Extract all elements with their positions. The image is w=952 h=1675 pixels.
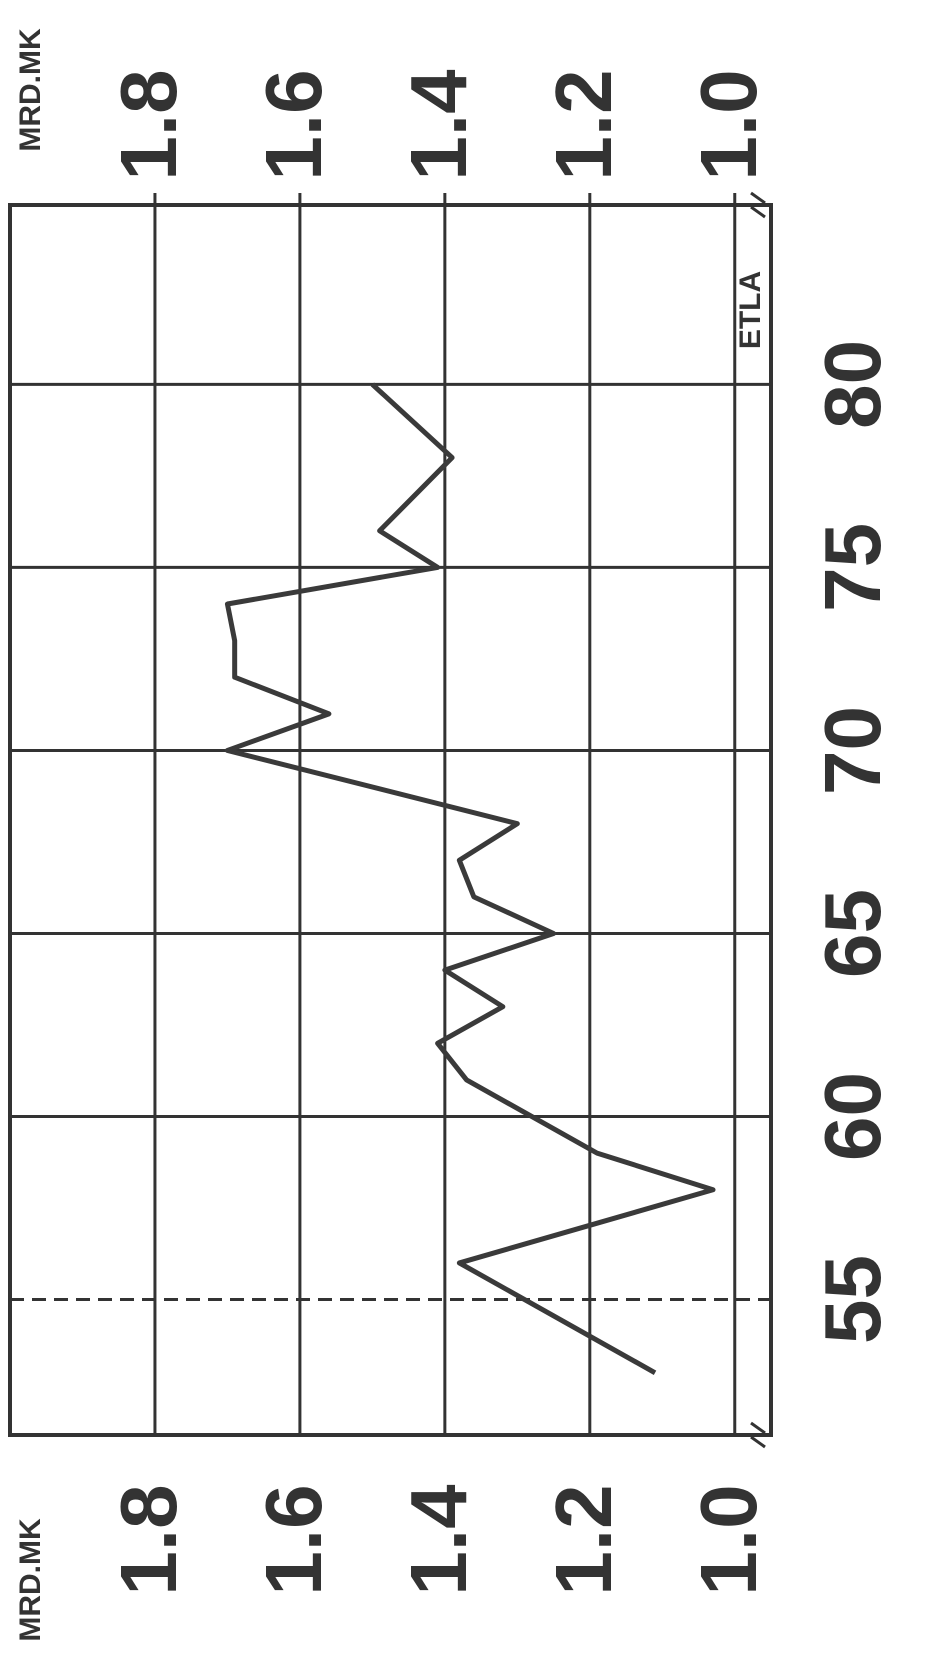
axis-break (750, 1421, 766, 1449)
x-tick-label: 75 (808, 523, 897, 612)
y-tick-label: 1.8 (104, 1484, 193, 1595)
y2-tick-label: 1.0 (684, 69, 773, 180)
y2-tick-label: 1.8 (104, 69, 193, 180)
left-axis-unit: MRD.MK (14, 1518, 47, 1642)
y-tick-label: 1.6 (249, 1484, 338, 1595)
source-label: ETLA (734, 271, 767, 349)
plot-frame (8, 203, 773, 1437)
x-tick-label: 70 (808, 706, 897, 795)
rotated-chart: MRD.MK MRD.MK ETLA 1.0 1.2 1.4 1.6 1.8 1.0 1.2… (8, 28, 897, 1642)
y2-tick-label: 1.6 (249, 69, 338, 180)
axis-break (750, 191, 766, 219)
y-tick-label: 1.0 (684, 1484, 773, 1595)
y-tick-label: 1.2 (539, 1484, 628, 1595)
x-tick-label: 80 (808, 340, 897, 429)
x-tick-label: 60 (808, 1072, 897, 1161)
x-tick-label: 65 (808, 889, 897, 978)
x-tick-label: 55 (808, 1255, 897, 1344)
y2-tick-label: 1.4 (394, 69, 483, 181)
right-axis-unit: MRD.MK (14, 28, 47, 152)
y-tick-label: 1.4 (394, 1484, 483, 1596)
y2-tick-label: 1.2 (539, 69, 628, 180)
series-line (224, 382, 716, 1375)
